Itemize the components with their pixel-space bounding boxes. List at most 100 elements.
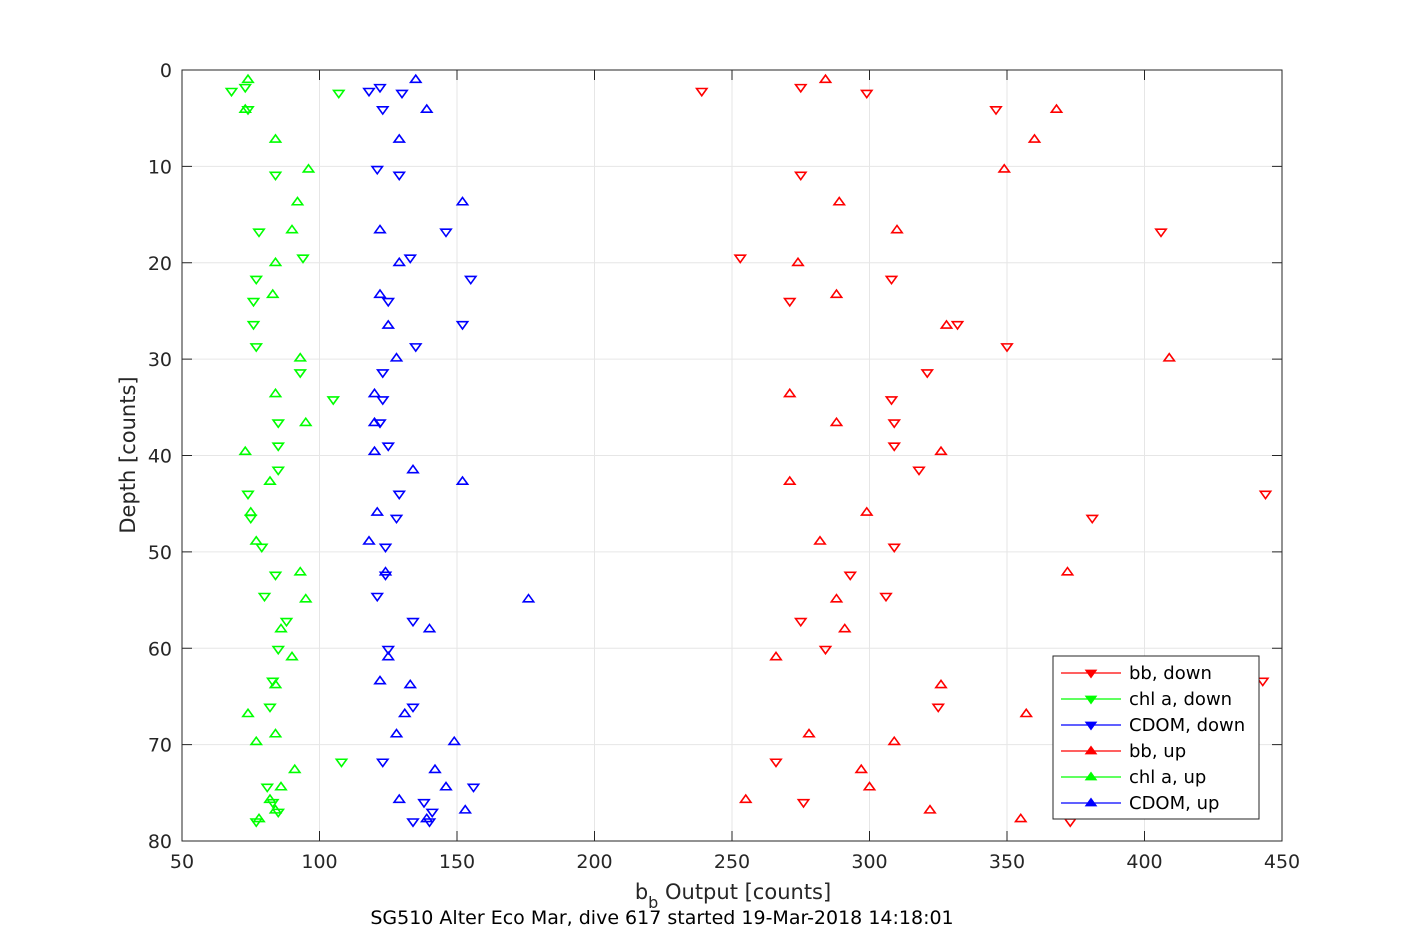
data-point bbox=[263, 703, 277, 713]
data-point bbox=[887, 543, 902, 553]
data-point bbox=[818, 645, 833, 656]
data-point bbox=[326, 396, 341, 406]
legend-items: bb, down chl a, down CDOM, down bb, up chl a… bbox=[1061, 663, 1245, 814]
data-point bbox=[375, 105, 390, 116]
data-point bbox=[832, 196, 847, 206]
data-point bbox=[1019, 707, 1034, 718]
data-point bbox=[249, 535, 264, 545]
data-point bbox=[241, 73, 255, 84]
data-point bbox=[1258, 490, 1273, 500]
data-point bbox=[890, 224, 904, 234]
data-point bbox=[241, 105, 255, 116]
data-point bbox=[521, 593, 536, 603]
data-point bbox=[802, 728, 816, 738]
series-5 bbox=[362, 73, 536, 823]
data-point bbox=[829, 593, 844, 603]
data-point bbox=[887, 419, 902, 429]
data-point bbox=[246, 320, 261, 331]
data-point bbox=[843, 571, 858, 581]
data-point bbox=[1085, 514, 1100, 525]
x-tick-label: 50 bbox=[170, 851, 194, 873]
data-point bbox=[887, 442, 902, 452]
data-point bbox=[246, 297, 261, 308]
data-point bbox=[293, 352, 308, 362]
y-tick-label: 80 bbox=[148, 831, 172, 853]
data-point bbox=[378, 543, 393, 553]
y-axis-label: Depth [counts] bbox=[116, 376, 140, 533]
data-point bbox=[268, 804, 283, 814]
data-point bbox=[373, 419, 387, 429]
data-point bbox=[249, 343, 264, 353]
legend-marker bbox=[1084, 669, 1098, 679]
data-point bbox=[249, 735, 264, 746]
y-tick-label: 30 bbox=[148, 349, 172, 371]
data-point bbox=[769, 758, 783, 768]
data-point bbox=[428, 763, 442, 774]
y-tick-label: 50 bbox=[148, 542, 172, 564]
legend-label: chl a, up bbox=[1129, 767, 1206, 788]
data-point bbox=[818, 73, 833, 84]
data-point bbox=[793, 617, 808, 628]
data-point bbox=[389, 352, 404, 362]
legend-label: chl a, down bbox=[1129, 689, 1232, 710]
data-point bbox=[268, 571, 283, 581]
data-point bbox=[362, 535, 376, 545]
data-point bbox=[829, 416, 844, 427]
data-point bbox=[884, 396, 899, 406]
data-point bbox=[263, 475, 277, 486]
data-point bbox=[397, 707, 412, 718]
data-point bbox=[298, 593, 313, 603]
axis-ticks: 50 100 150 200 250 300 350 400 450 0 10 20 30 40 50 60 7… bbox=[148, 60, 1300, 873]
data-point bbox=[285, 224, 299, 234]
x-axis-label-subscript: b bbox=[648, 893, 658, 912]
data-point bbox=[268, 171, 283, 181]
data-point bbox=[370, 592, 385, 603]
data-point bbox=[362, 87, 376, 98]
legend-label: bb, up bbox=[1129, 741, 1186, 762]
data-point bbox=[782, 475, 797, 486]
data-point bbox=[260, 783, 275, 793]
x-tick-label: 250 bbox=[714, 851, 750, 873]
data-point bbox=[923, 804, 937, 814]
data-point bbox=[252, 812, 266, 823]
data-point bbox=[381, 651, 396, 661]
data-point bbox=[439, 781, 453, 791]
data-point bbox=[392, 490, 407, 500]
x-tick-label: 100 bbox=[301, 851, 337, 873]
data-point bbox=[370, 165, 385, 176]
data-point bbox=[381, 297, 396, 308]
data-point bbox=[997, 163, 1012, 173]
data-point bbox=[422, 623, 437, 633]
data-point bbox=[694, 87, 709, 98]
data-point bbox=[252, 228, 266, 238]
data-point bbox=[301, 163, 316, 173]
data-point bbox=[408, 73, 423, 84]
data-point bbox=[837, 623, 852, 633]
legend-label: bb, down bbox=[1129, 663, 1212, 684]
data-point bbox=[939, 319, 954, 329]
data-point bbox=[293, 566, 308, 576]
data-point bbox=[395, 89, 409, 100]
data-point bbox=[406, 464, 420, 474]
data-point bbox=[373, 675, 387, 685]
data-point bbox=[934, 678, 948, 689]
data-point bbox=[268, 256, 283, 267]
data-point bbox=[403, 254, 418, 264]
data-point bbox=[271, 442, 286, 452]
data-point bbox=[279, 617, 294, 628]
data-point bbox=[375, 369, 390, 379]
data-point bbox=[293, 369, 308, 379]
data-point bbox=[447, 735, 462, 746]
data-point bbox=[879, 592, 893, 603]
data-point bbox=[241, 490, 255, 500]
data-point bbox=[290, 196, 305, 206]
series-layer bbox=[224, 73, 1273, 828]
data-point bbox=[854, 763, 869, 774]
data-point bbox=[271, 466, 286, 476]
data-point bbox=[331, 89, 346, 100]
data-point bbox=[392, 171, 407, 181]
data-point bbox=[375, 758, 390, 768]
legend-marker bbox=[1084, 797, 1098, 807]
data-point bbox=[238, 83, 253, 94]
